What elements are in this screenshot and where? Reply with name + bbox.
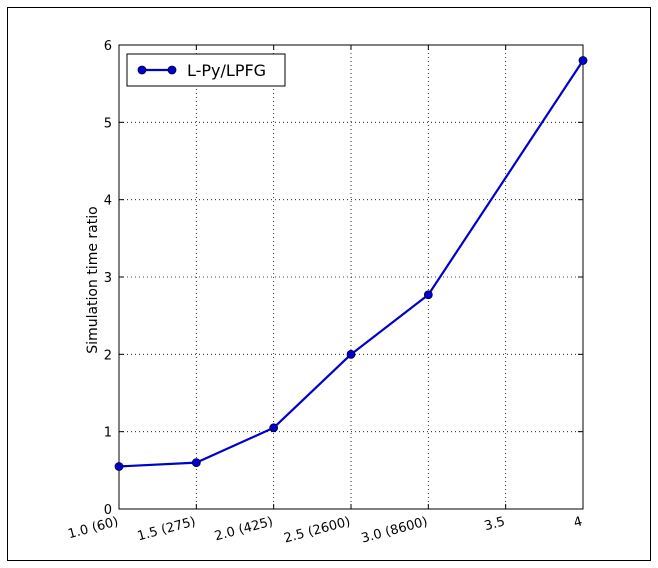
series-line: [118, 59, 584, 468]
figure-border: [7, 7, 651, 561]
data-point: [578, 56, 588, 65]
y-tick-label: 5: [104, 116, 112, 131]
y-tick-label: 1: [104, 426, 112, 441]
legend-label: L-Py/LPFG: [187, 61, 266, 80]
data-point: [423, 290, 433, 300]
legend-marker: [167, 65, 177, 75]
y-axis-label: Simulation time ratio: [85, 206, 101, 353]
data-point: [346, 349, 356, 359]
grid-lines: [118, 44, 584, 510]
x-tick-label: 2.0 (425): [213, 514, 275, 544]
x-tick-label: 3.0 (8600): [360, 514, 430, 546]
x-tick-label: 4: [572, 514, 584, 531]
x-tick-label: 1.5 (275): [136, 514, 198, 544]
y-tick-label: 6: [104, 39, 112, 54]
y-tick-label: 2: [104, 348, 112, 363]
x-tick-label: 3.5: [483, 514, 507, 534]
axes: [118, 44, 584, 510]
x-tick-label: 1.0 (60): [66, 514, 120, 542]
data-point: [191, 458, 201, 468]
legend: L-Py/LPFG: [126, 53, 286, 87]
data-point: [114, 462, 124, 471]
y-tick-label: 3: [104, 271, 112, 286]
legend-marker: [137, 65, 147, 75]
x-tick-label: 2.5 (2600): [282, 514, 352, 546]
tick-labels: 0 1 2 3 4 5 6 1.0 (60) 1.5 (275) 2.0 (425) 2.5 (26…: [66, 39, 584, 546]
y-tick-label: 4: [104, 194, 112, 209]
series-layer: [114, 56, 588, 471]
data-point: [269, 423, 279, 433]
y-tick-label: 0: [104, 503, 112, 518]
